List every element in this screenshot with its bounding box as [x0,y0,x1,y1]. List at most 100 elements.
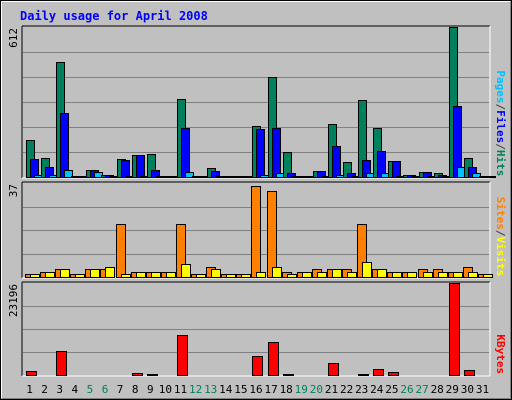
bar-kbytes-day-1 [26,371,37,376]
bar-sites-day-30 [468,272,478,278]
bar-kbytes-day-16 [252,356,263,376]
legend-pages: Pages [494,70,507,103]
x-tick-label-day-4: 4 [71,383,78,396]
bar-files-day-11 [181,128,190,178]
bar-sites-day-7 [121,274,131,278]
x-tick-label-day-6: 6 [102,383,109,396]
bar-sites-day-27 [423,272,433,278]
bar-pages-day-31 [487,176,496,178]
bar-kbytes-day-17 [268,342,279,376]
x-tick-label-day-22: 22 [340,383,353,396]
bar-sites-day-16 [256,272,266,278]
x-tick-label-day-21: 21 [325,383,338,396]
bar-kbytes-day-29 [449,283,460,376]
legend-visits: Visits [494,237,507,277]
bar-kbytes-day-30 [464,370,475,376]
bar-pages-day-26 [411,176,420,178]
bar-kbytes-day-24 [373,369,384,376]
bar-sites-day-4 [75,274,85,278]
x-tick-label-day-28: 28 [431,383,444,396]
x-tick-label-day-1: 1 [26,383,33,396]
legend-sites: Sites [494,197,507,230]
bar-files-day-21 [332,146,341,178]
bar-files-day-25 [392,161,401,178]
bar-kbytes-day-8 [132,373,143,376]
bar-sites-day-8 [136,272,146,278]
x-tick-label-day-3: 3 [56,383,63,396]
bar-files-day-16 [256,129,265,178]
x-tick-label-day-11: 11 [174,383,187,396]
bar-sites-day-25 [392,272,402,278]
x-tick-label-day-29: 29 [446,383,459,396]
bar-sites-day-2 [45,272,55,278]
x-tick-label-day-8: 8 [132,383,139,396]
panel-1-legend: Sites/Visits [494,197,507,276]
x-tick-label-day-20: 20 [310,383,323,396]
bar-kbytes-day-18 [283,374,294,376]
bar-sites-day-31 [483,274,493,278]
x-tick-label-day-2: 2 [41,383,48,396]
bar-pages-day-11 [185,172,194,178]
x-tick-label-day-5: 5 [87,383,94,396]
bar-sites-day-9 [151,272,161,278]
bar-sites-day-1 [30,274,40,278]
x-tick-label-day-14: 14 [219,383,233,396]
bar-sites-day-11 [181,264,191,278]
x-tick-label-day-27: 27 [415,383,428,396]
x-tick-label-day-19: 19 [295,383,308,396]
bar-sites-day-15 [241,274,251,278]
bar-files-day-7 [121,160,130,178]
panel-1-ymax-label: 37 [7,184,20,197]
bar-sites-day-29 [453,272,463,278]
legend-slash: / [494,230,507,237]
bar-sites-day-3 [60,269,70,278]
bar-sites-day-17 [272,267,282,278]
bar-kbytes-day-21 [328,363,339,376]
bar-kbytes-day-11 [177,335,188,376]
bar-pages-day-16 [260,175,269,178]
bar-sites-day-13 [211,269,221,278]
bar-sites-day-23 [362,262,372,278]
x-tick-label-day-31: 31 [476,383,489,396]
bar-kbytes-day-9 [147,374,158,376]
bar-sites-day-26 [407,272,417,278]
x-tick-label-day-15: 15 [234,383,247,396]
panel-2-legend: KBytes [494,334,507,374]
bar-sites-day-6 [105,267,115,278]
bar-kbytes-day-3 [56,351,67,376]
x-tick-label-day-23: 23 [355,383,368,396]
panel-2-ymax-label: 23196 [7,284,20,317]
bar-visits-day-16 [251,186,261,278]
x-tick-label-day-7: 7 [117,383,124,396]
panel-0-ymax-label: 612 [7,28,20,48]
x-tick-label-day-10: 10 [159,383,172,396]
bar-sites-day-20 [317,272,327,278]
bar-sites-day-19 [302,272,312,278]
bar-sites-day-5 [90,269,100,278]
bar-sites-day-12 [196,274,206,278]
bar-files-day-17 [272,128,281,178]
bar-kbytes-day-23 [358,374,369,376]
bar-pages-day-30 [472,173,481,178]
x-tick-label-day-9: 9 [147,383,154,396]
x-tick-label-day-13: 13 [204,383,217,396]
chart-title: Daily usage for April 2008 [20,9,208,23]
x-tick-label-day-16: 16 [249,383,262,396]
panel-0-legend: Pages/Files/Hits [494,70,507,176]
bar-files-day-8 [136,155,145,178]
bar-files-day-3 [60,113,69,178]
bar-sites-day-18 [287,274,297,278]
bar-kbytes-day-25 [388,372,399,376]
bar-sites-day-22 [347,272,357,278]
x-tick-label-day-12: 12 [189,383,202,396]
legend-kbytes: KBytes [494,334,507,374]
bar-sites-day-10 [166,272,176,278]
legend-slash: / [494,143,507,150]
legend-files: Files [494,110,507,143]
bar-sites-day-21 [332,269,342,278]
bar-sites-day-24 [377,269,387,278]
x-tick-label-day-26: 26 [400,383,413,396]
x-tick-label-day-18: 18 [280,383,293,396]
bar-visits-day-17 [267,191,277,278]
